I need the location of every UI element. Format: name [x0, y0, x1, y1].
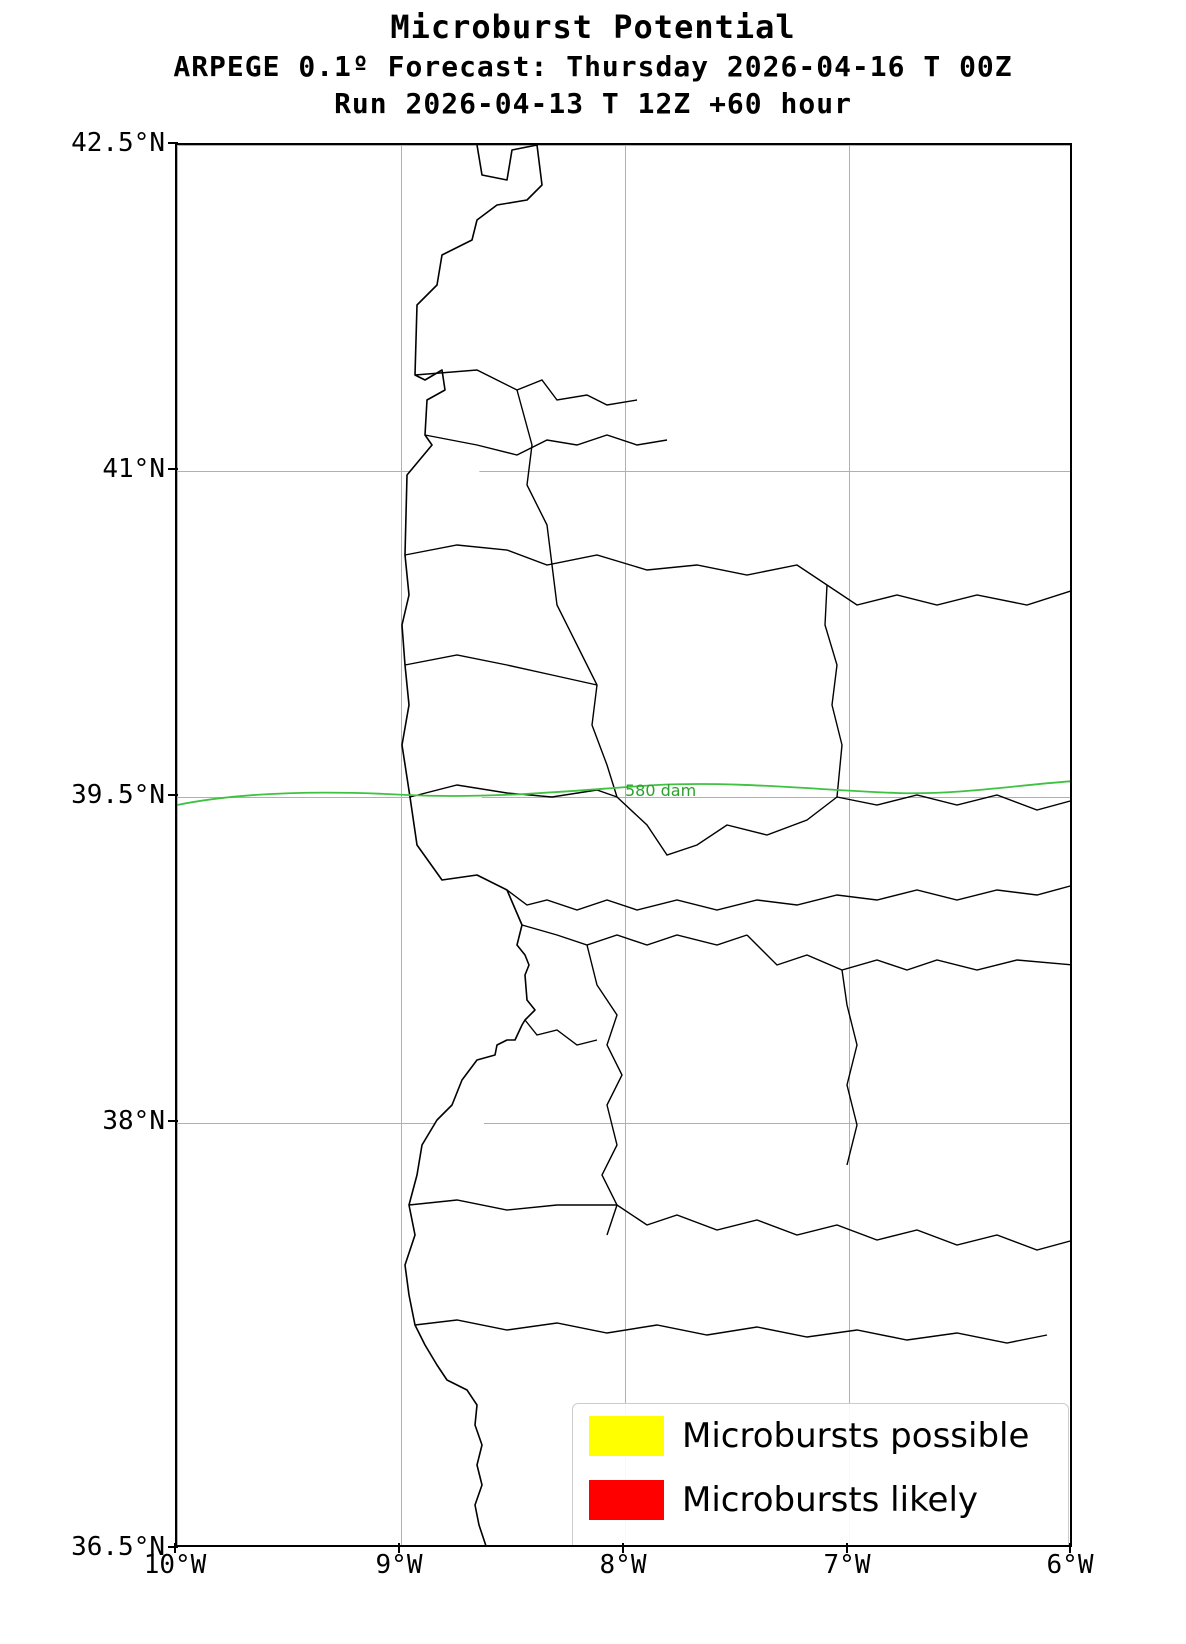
microburst-map-window: Microburst Potential ARPEGE 0.1º Forecas… [0, 0, 1186, 1644]
legend-label-likely: Microbursts likely [682, 1480, 978, 1520]
tick-mark-x-4 [1069, 1543, 1071, 1553]
ytick-label-41n: 41°N [0, 454, 165, 484]
contour-label-580dam: 580 dam [625, 781, 696, 800]
tick-mark-x-2 [622, 1543, 624, 1553]
legend-label-possible: Microbursts possible [682, 1416, 1029, 1456]
portugal-map-svg [177, 145, 1072, 1547]
ytick-label-39-5n: 39.5°N [0, 780, 165, 810]
title-block: Microburst Potential ARPEGE 0.1º Forecas… [0, 8, 1186, 120]
tick-mark-y-0 [168, 142, 178, 144]
legend-item-0[interactable]: Microbursts possible [573, 1404, 1068, 1468]
tick-mark-x-0 [174, 1543, 176, 1553]
tick-mark-x-3 [846, 1543, 848, 1553]
tick-mark-y-3 [168, 1120, 178, 1122]
ytick-label-42-5n: 42.5°N [0, 128, 165, 158]
xtick-label-7w: 7°W [824, 1550, 871, 1580]
map-plot-area[interactable]: 580 dam Microbursts possible Microbursts… [175, 143, 1072, 1547]
legend-box[interactable]: Microbursts possible Microbursts likely [572, 1403, 1069, 1547]
ytick-label-38n: 38°N [0, 1106, 165, 1136]
xtick-label-8w: 8°W [600, 1550, 647, 1580]
chart-subtitle-forecast: ARPEGE 0.1º Forecast: Thursday 2026-04-1… [0, 50, 1186, 83]
chart-subtitle-run: Run 2026-04-13 T 12Z +60 hour [0, 87, 1186, 120]
xtick-label-9w: 9°W [376, 1550, 423, 1580]
legend-swatch-possible [589, 1416, 664, 1456]
tick-mark-y-4 [168, 1546, 178, 1548]
legend-swatch-likely [589, 1480, 664, 1520]
tick-mark-y-1 [168, 468, 178, 470]
tick-mark-x-1 [398, 1543, 400, 1553]
legend-item-1[interactable]: Microbursts likely [573, 1468, 1068, 1532]
chart-title: Microburst Potential [0, 8, 1186, 46]
ytick-label-36-5n: 36.5°N [0, 1532, 165, 1562]
xtick-label-6w: 6°W [1047, 1550, 1094, 1580]
tick-mark-y-2 [168, 794, 178, 796]
xtick-label-10w: 10°W [144, 1550, 207, 1580]
